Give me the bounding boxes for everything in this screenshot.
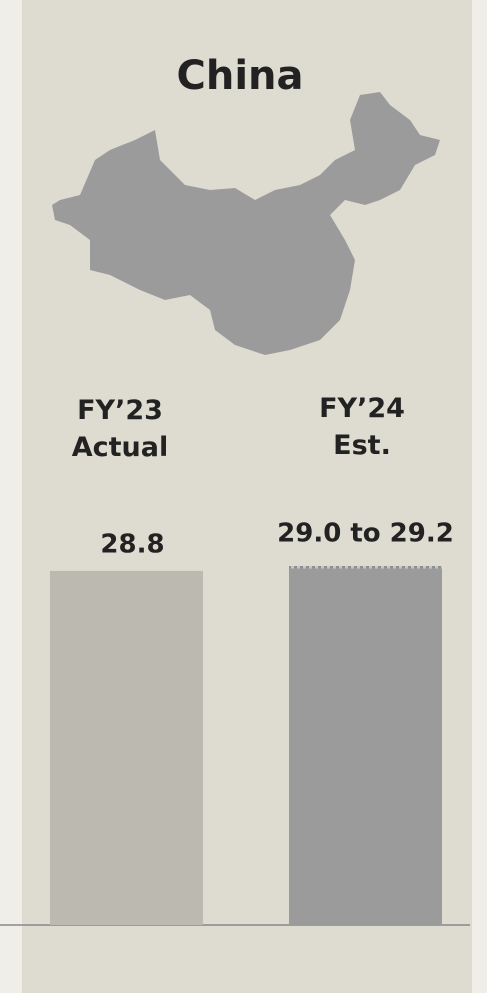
value-label: 29.0 to 29.2 xyxy=(277,519,454,549)
category-label: FY’24 Est. xyxy=(319,393,405,461)
bar xyxy=(289,568,442,925)
category-label: FY’23 Actual xyxy=(71,395,169,463)
value-label: 28.8 xyxy=(100,529,164,559)
bar xyxy=(50,570,203,925)
range-band xyxy=(289,566,442,569)
chart-title: China xyxy=(176,53,303,99)
map-silhouette xyxy=(52,92,440,355)
